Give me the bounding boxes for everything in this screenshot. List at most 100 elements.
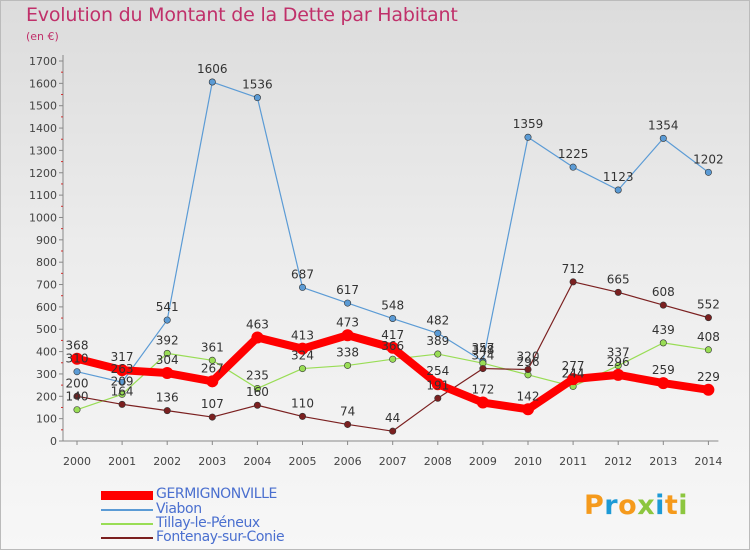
data-point — [569, 163, 577, 171]
data-point — [704, 346, 712, 354]
x-tick-label: 2003 — [198, 455, 226, 468]
data-point — [569, 278, 577, 286]
legend-item: GERMIGNONVILLE — [101, 486, 401, 502]
data-label: 259 — [652, 363, 675, 377]
data-label: 191 — [426, 378, 449, 392]
data-point — [116, 364, 129, 377]
y-tick-label: 100 — [36, 413, 57, 426]
legend-item: Viabon — [101, 501, 401, 517]
data-label: 160 — [246, 385, 269, 399]
data-label: 317 — [111, 350, 134, 364]
data-point — [341, 329, 354, 342]
data-label: 1123 — [603, 170, 634, 184]
legend-swatch — [101, 509, 153, 511]
data-label: 608 — [652, 285, 675, 299]
legend-swatch — [101, 490, 153, 500]
data-label: 164 — [111, 384, 134, 398]
data-label: 687 — [291, 267, 314, 281]
data-label: 1606 — [197, 62, 228, 76]
x-tick-label: 2004 — [243, 455, 271, 468]
data-point — [73, 406, 81, 414]
legend-label: Viabon — [156, 501, 202, 517]
data-label: 1359 — [513, 117, 544, 131]
data-point — [208, 356, 216, 364]
data-label: 473 — [336, 315, 359, 329]
data-label: 324 — [291, 349, 314, 363]
x-tick-label: 2005 — [289, 455, 317, 468]
data-point — [206, 375, 219, 388]
data-point — [704, 314, 712, 322]
data-point — [567, 373, 580, 386]
data-point — [73, 392, 81, 400]
x-tick-label: 2011 — [559, 455, 587, 468]
x-tick-label: 2012 — [604, 455, 632, 468]
data-label: 389 — [426, 334, 449, 348]
data-label: 368 — [66, 339, 89, 353]
data-label: 338 — [336, 345, 359, 359]
data-point — [296, 342, 309, 355]
data-point — [431, 378, 444, 391]
data-label: 267 — [201, 361, 224, 375]
y-tick-label: 1100 — [29, 189, 57, 202]
legend-label: GERMIGNONVILLE — [156, 486, 277, 502]
y-tick-label: 1400 — [29, 122, 57, 135]
data-label: 1202 — [693, 152, 724, 166]
logo-letter: t — [664, 490, 679, 521]
data-label: 244 — [562, 366, 585, 380]
data-point — [118, 390, 126, 398]
data-label: 413 — [291, 329, 314, 343]
data-label: 304 — [156, 353, 179, 367]
data-point — [522, 403, 534, 416]
legend-item: Fontenay-sur-Conie — [101, 529, 401, 545]
x-tick-label: 2008 — [424, 455, 452, 468]
data-point — [657, 377, 670, 390]
x-tick-label: 2000 — [63, 455, 91, 468]
data-label: 44 — [385, 411, 400, 425]
data-point — [389, 315, 397, 323]
data-label: 254 — [426, 364, 449, 378]
data-point — [434, 329, 442, 337]
data-label: 463 — [246, 318, 269, 332]
x-tick-label: 2014 — [694, 455, 722, 468]
logo-letter: r — [604, 490, 619, 521]
data-label: 348 — [471, 343, 494, 357]
data-point — [298, 283, 306, 291]
logo-letter: P — [584, 490, 605, 521]
y-tick-label: 900 — [36, 234, 57, 247]
data-label: 140 — [66, 390, 89, 404]
data-point — [163, 407, 171, 415]
data-point — [253, 94, 261, 102]
data-point — [73, 368, 81, 376]
x-tick-label: 2009 — [469, 455, 497, 468]
legend-swatch — [101, 537, 153, 539]
x-tick-label: 2002 — [153, 455, 181, 468]
x-tick-label: 2007 — [379, 455, 407, 468]
data-point — [524, 133, 532, 141]
legend-item: Tillay-le-Péneux — [101, 515, 401, 531]
data-label: 172 — [471, 383, 494, 397]
data-label: 136 — [156, 391, 179, 405]
data-point — [386, 341, 399, 354]
data-point — [702, 383, 715, 396]
y-tick-label: 300 — [36, 368, 57, 381]
data-label: 296 — [607, 355, 630, 369]
data-point — [614, 288, 622, 296]
x-tick-label: 2013 — [649, 455, 677, 468]
data-point — [659, 301, 667, 309]
data-point — [344, 299, 352, 307]
data-label: 310 — [66, 352, 89, 366]
data-point — [659, 134, 667, 142]
data-point — [163, 316, 171, 324]
data-point — [614, 186, 622, 194]
data-label: 277 — [562, 359, 585, 373]
x-tick-label: 2006 — [334, 455, 362, 468]
data-point — [253, 384, 261, 392]
data-label: 142 — [517, 389, 540, 403]
x-tick-label: 2001 — [108, 455, 136, 468]
y-tick-label: 200 — [36, 390, 57, 403]
data-label: 296 — [517, 355, 540, 369]
data-point — [389, 355, 397, 363]
logo-letter: o — [618, 490, 638, 521]
